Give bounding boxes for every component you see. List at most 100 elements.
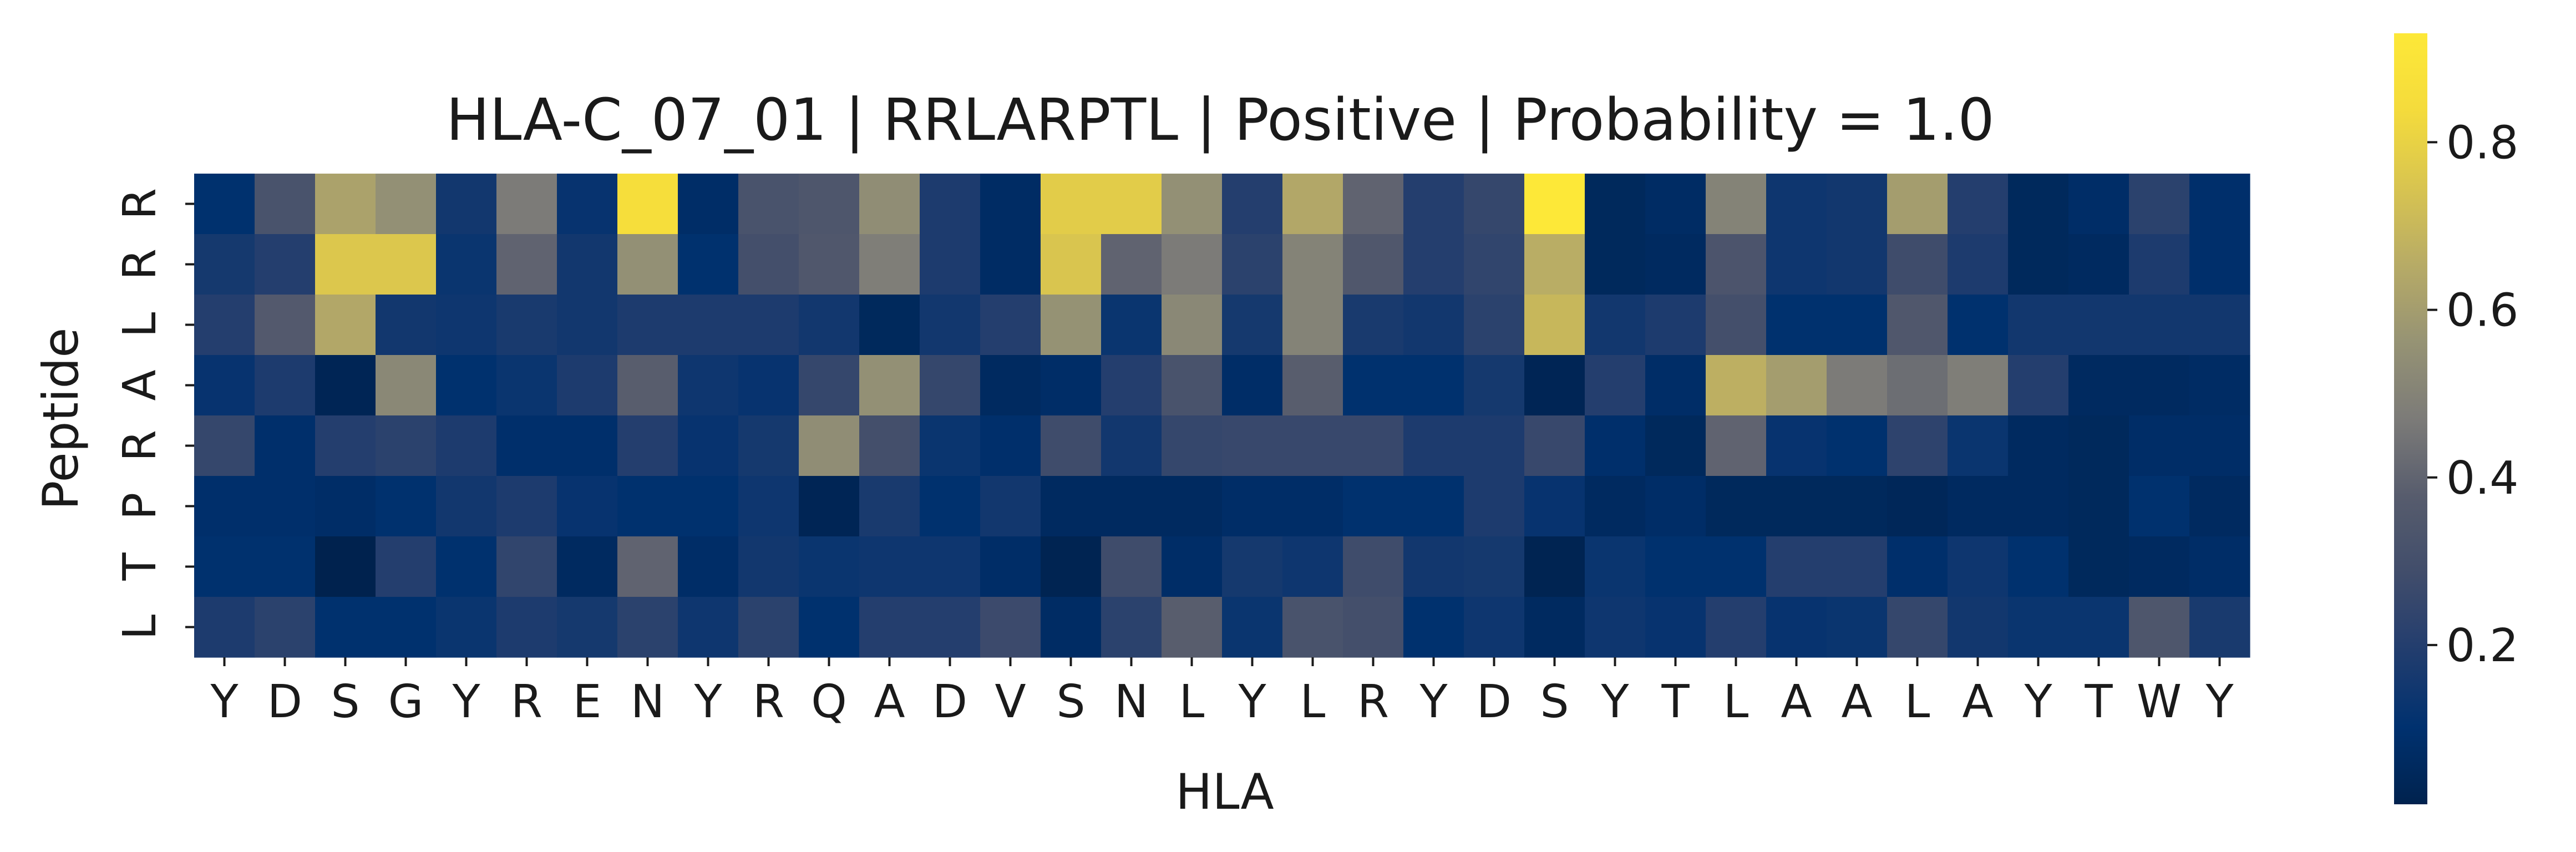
heatmap-cell (1343, 174, 1404, 235)
heatmap-cell (496, 234, 557, 295)
y-tick-label: R (114, 188, 166, 220)
heatmap-cell (255, 234, 316, 295)
heatmap-cell (2008, 476, 2069, 537)
heatmap-cell (557, 415, 618, 476)
heatmap-cell (1464, 234, 1525, 295)
heatmap-cell (1585, 476, 1646, 537)
heatmap-cell (2008, 597, 2069, 658)
heatmap-cell (1887, 174, 1948, 235)
heatmap-cell (1524, 597, 1585, 658)
heatmap-cell (920, 355, 981, 416)
heatmap-cell (1706, 536, 1767, 597)
x-tick-label: Q (811, 676, 847, 728)
heatmap-cell (376, 295, 437, 356)
heatmap-cell (738, 174, 799, 235)
heatmap-cell (1585, 597, 1646, 658)
heatmap-cell (1706, 295, 1767, 356)
heatmap-cell (1706, 415, 1767, 476)
heatmap-cell (1162, 234, 1223, 295)
heatmap-cell (1827, 295, 1888, 356)
heatmap-cell (1343, 415, 1404, 476)
heatmap-cell (799, 234, 860, 295)
heatmap-cell (1101, 476, 1162, 537)
heatmap-cell (1524, 355, 1585, 416)
x-tick-label: D (267, 676, 302, 728)
heatmap-cell (617, 536, 678, 597)
heatmap-cell (1222, 234, 1283, 295)
heatmap-cell (617, 476, 678, 537)
heatmap-cell (496, 174, 557, 235)
heatmap-cell (2068, 355, 2129, 416)
heatmap-cell (557, 234, 618, 295)
heatmap-cell (1282, 597, 1343, 658)
heatmap-cell (376, 415, 437, 476)
heatmap-cell (1706, 234, 1767, 295)
heatmap-cell (255, 355, 316, 416)
heatmap-cell (859, 295, 920, 356)
heatmap-cell (194, 476, 255, 537)
colorbar-tick-label: 0.6 (2446, 285, 2518, 337)
heatmap-cell (1948, 415, 2009, 476)
heatmap-cell (1041, 536, 1102, 597)
heatmap-cell (799, 355, 860, 416)
heatmap-cell (1948, 234, 2009, 295)
heatmap-cell (1464, 355, 1525, 416)
heatmap-cell (980, 234, 1041, 295)
heatmap-cell (436, 355, 497, 416)
heatmap-cell (678, 295, 739, 356)
heatmap-cell (2129, 355, 2190, 416)
y-tick-label: P (114, 493, 166, 520)
heatmap-cell (1766, 234, 1827, 295)
heatmap-cell (1162, 415, 1223, 476)
heatmap-cell (980, 597, 1041, 658)
heatmap-cell (2008, 415, 2069, 476)
heatmap-cell (1343, 536, 1404, 597)
heatmap-cell (678, 536, 739, 597)
heatmap-cell (1827, 355, 1888, 416)
heatmap-cell (376, 234, 437, 295)
heatmap-cell (194, 295, 255, 356)
heatmap-cell (2189, 234, 2250, 295)
heatmap-cell (2189, 295, 2250, 356)
heatmap-cell (1101, 597, 1162, 658)
heatmap-cell (859, 415, 920, 476)
colorbar (2394, 33, 2427, 804)
heatmap-cell (1403, 415, 1464, 476)
heatmap-cell (2189, 415, 2250, 476)
heatmap-cell (2008, 295, 2069, 356)
heatmap-cell (617, 355, 678, 416)
heatmap-cell (1464, 174, 1525, 235)
heatmap-cell (255, 597, 316, 658)
heatmap-cell (738, 355, 799, 416)
heatmap-cell (255, 295, 316, 356)
heatmap-cell (315, 174, 376, 235)
x-tick-label: L (1179, 676, 1205, 728)
heatmap-cell (1282, 476, 1343, 537)
x-tick-label: A (1962, 676, 1993, 728)
heatmap-cell (617, 597, 678, 658)
heatmap-cell (1403, 597, 1464, 658)
heatmap-cell (1282, 415, 1343, 476)
heatmap-cell (1222, 415, 1283, 476)
x-tick-label: S (1056, 676, 1085, 728)
x-tick-label: Y (210, 676, 239, 728)
heatmap-cell (1464, 415, 1525, 476)
heatmap-cell (1887, 415, 1948, 476)
x-tick-label: Y (1238, 676, 1266, 728)
heatmap-cell (1645, 295, 1706, 356)
heatmap-cell (617, 234, 678, 295)
heatmap-cell (799, 174, 860, 235)
heatmap-cell (255, 415, 316, 476)
heatmap-cells (194, 174, 2250, 658)
heatmap-cell (376, 355, 437, 416)
heatmap-cell (1041, 597, 1102, 658)
heatmap-cell (678, 355, 739, 416)
heatmap-cell (2189, 597, 2250, 658)
heatmap-cell (920, 597, 981, 658)
heatmap-cell (1766, 174, 1827, 235)
heatmap-cell (1645, 597, 1706, 658)
heatmap-cell (1827, 174, 1888, 235)
heatmap-cell (1948, 476, 2009, 537)
heatmap-cell (194, 415, 255, 476)
